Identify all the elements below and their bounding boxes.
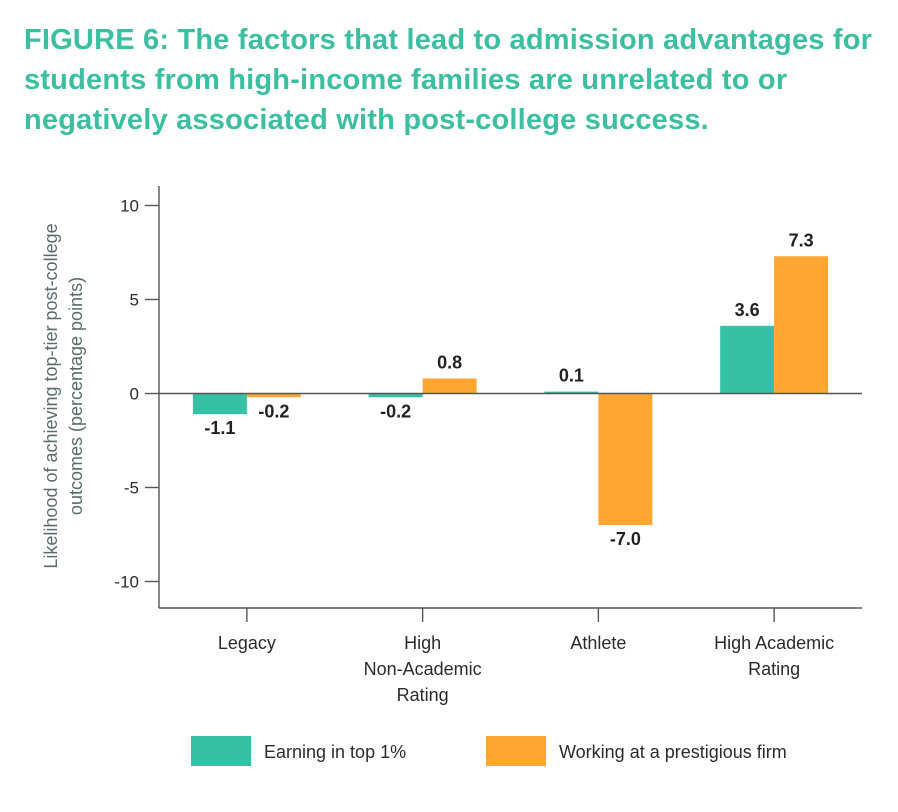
bar-prestigious-0 bbox=[246, 393, 301, 398]
y-tick-label: -5 bbox=[124, 479, 139, 498]
bar-prestigious-3 bbox=[774, 256, 829, 394]
data-label: -7.0 bbox=[610, 529, 641, 549]
data-label: -0.2 bbox=[258, 401, 289, 421]
bar-top1-3 bbox=[720, 325, 775, 394]
y-tick-label: 10 bbox=[120, 197, 139, 216]
x-category-label-line: Rating bbox=[748, 659, 800, 679]
x-category-label-line: Athlete bbox=[570, 633, 626, 653]
bar-prestigious-1 bbox=[422, 378, 477, 394]
figure-title: FIGURE 6: The factors that lead to admis… bbox=[24, 24, 873, 136]
x-category-label: Legacy bbox=[218, 633, 276, 653]
y-axis-label: Likelihood of achieving top-tier post-co… bbox=[41, 223, 86, 568]
bar-top1-0 bbox=[192, 393, 247, 415]
x-category-label: High Non-Academic Rating bbox=[364, 633, 482, 705]
x-axis: Legacy High Non-Academic Rating Athlete High … bbox=[159, 607, 862, 705]
legend-swatch bbox=[191, 736, 251, 766]
data-label: 0.8 bbox=[437, 352, 462, 372]
data-label: 7.3 bbox=[789, 230, 814, 250]
y-axis-title-line: outcomes (percentage points) bbox=[66, 277, 86, 515]
data-label: -1.1 bbox=[204, 418, 235, 438]
y-axis-title: Likelihood of achieving top-tier post-co… bbox=[41, 223, 86, 568]
y-axis: 10 5 0 -5 -10 bbox=[114, 186, 160, 608]
y-axis-title-line: Likelihood of achieving top-tier post-co… bbox=[41, 223, 61, 568]
y-tick-label: -10 bbox=[114, 573, 139, 592]
data-labels: -1.1 -0.2 -0.2 0.8 0.1 -7.0 3.6 7.3 bbox=[204, 230, 813, 549]
x-category-label-line: Legacy bbox=[218, 633, 276, 653]
legend-label: Earning in top 1% bbox=[264, 742, 406, 762]
x-category-label-line: High Academic bbox=[714, 633, 834, 653]
legend: Earning in top 1% Working at a prestigiou… bbox=[191, 736, 787, 766]
y-tick-label: 5 bbox=[130, 291, 139, 310]
y-tick-label: 0 bbox=[130, 385, 139, 404]
bar-top1-1 bbox=[368, 393, 423, 398]
x-category-label: Athlete bbox=[570, 633, 626, 653]
x-category-label-line: Rating bbox=[397, 685, 449, 705]
bar-prestigious-2 bbox=[598, 393, 653, 526]
legend-swatch bbox=[486, 736, 546, 766]
bar-top1-2 bbox=[544, 391, 599, 394]
data-label: 3.6 bbox=[735, 300, 760, 320]
legend-label: Working at a prestigious firm bbox=[559, 742, 787, 762]
data-label: -0.2 bbox=[380, 401, 411, 421]
x-category-label-line: High bbox=[404, 633, 441, 653]
data-label: 0.1 bbox=[559, 366, 584, 386]
x-category-label: High Academic Rating bbox=[714, 633, 834, 679]
x-category-label-line: Non-Academic bbox=[364, 659, 482, 679]
bars bbox=[192, 256, 829, 526]
